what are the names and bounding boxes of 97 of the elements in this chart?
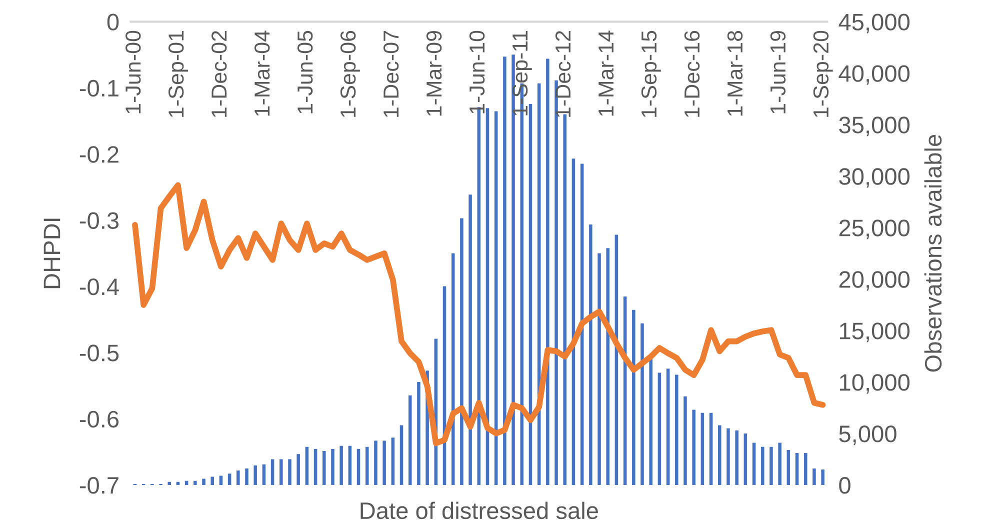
bar [786, 450, 790, 485]
bar [219, 476, 223, 485]
bar [709, 412, 713, 485]
bar [236, 470, 240, 485]
y2-tick-label: 5,000 [839, 426, 896, 446]
y-tick-label: 0 [107, 14, 119, 30]
bar [210, 476, 214, 485]
bar [408, 395, 412, 485]
y-tick-label: -0.6 [80, 410, 119, 428]
bar [228, 474, 232, 485]
bar [314, 448, 318, 485]
bar [684, 396, 687, 485]
bar [331, 448, 334, 485]
y2-tick-label: 15,000 [840, 322, 910, 342]
bar [658, 372, 662, 485]
y2-tick-label: 45,000 [838, 14, 910, 34]
x-tick-label: 1-Dec-12 [555, 31, 571, 117]
y-tick-label: -0.2 [80, 146, 118, 163]
bar [400, 425, 404, 485]
bar [546, 58, 550, 485]
x-tick-label: 1-Jun-19 [770, 30, 786, 114]
y2-tick-label: 20,000 [839, 271, 910, 291]
y-tick-label: -0.1 [80, 80, 118, 97]
x-tick-label: 1-Sep-11 [512, 31, 532, 116]
bar [340, 446, 343, 485]
bar [726, 428, 730, 485]
bar [812, 468, 816, 485]
x-tick-label: 1-Sep-06 [340, 30, 360, 117]
bar [589, 224, 592, 485]
x-tick-label: 1-Jun-10 [469, 30, 485, 114]
bar [391, 438, 395, 485]
bar [675, 374, 678, 485]
bar [692, 410, 696, 485]
bar [821, 470, 824, 485]
bar [356, 448, 360, 485]
x-tick-label: 1-Sep-20 [813, 30, 833, 117]
bar [700, 412, 704, 485]
y2-tick-label: 0 [839, 477, 850, 494]
bar [202, 478, 206, 485]
y2-tick-label: 40,000 [838, 65, 910, 85]
y-tick-label: -0.7 [80, 477, 118, 494]
x-tick-label: 1-Dec-07 [383, 31, 399, 117]
y-tick-label: -0.5 [80, 344, 119, 362]
bar [417, 382, 420, 485]
y-tick-label: -0.4 [80, 278, 119, 296]
y2-axis-title: Observations available [924, 134, 942, 372]
bar [254, 465, 257, 485]
x-tick-label: 1-Sep-01 [168, 31, 188, 117]
bar [718, 425, 722, 485]
bar [270, 459, 274, 485]
bar [262, 464, 266, 485]
bar [245, 468, 248, 485]
x-tick-label: 1-Dec-16 [684, 30, 700, 117]
bar [176, 482, 180, 485]
x-tick-label: 1-Mar-14 [598, 30, 614, 116]
y2-tick-label: 10,000 [840, 374, 910, 394]
bar [296, 454, 300, 485]
x-tick-label: 1-Mar-09 [426, 30, 442, 116]
x-tick-label: 1-Sep-15 [641, 30, 661, 117]
bar [503, 56, 506, 485]
x-tick-label: 1-Mar-04 [254, 30, 270, 116]
x-axis-title: Date of distressed sale [360, 502, 598, 520]
bar [365, 446, 369, 485]
bar [606, 248, 610, 485]
bar [778, 442, 782, 485]
bar [468, 194, 472, 485]
bar [666, 368, 670, 485]
x-tick-label: 1-Mar-18 [727, 30, 743, 116]
bar [322, 450, 326, 485]
x-tick-label: 1-Jun-00 [126, 30, 141, 114]
bar [735, 430, 738, 485]
bar [288, 459, 292, 485]
bar [752, 442, 756, 485]
x-tick-label: 1-Dec-02 [211, 31, 227, 117]
bar [460, 218, 464, 485]
bar [598, 253, 601, 485]
y2-tick-label: 25,000 [839, 220, 910, 240]
bar [194, 480, 197, 485]
bar [640, 323, 644, 485]
y-axis-title: DHPDI [44, 218, 60, 288]
y-tick-label: -0.3 [80, 212, 119, 229]
bar [494, 111, 498, 485]
bar [770, 446, 773, 485]
bar [744, 433, 748, 485]
bar [804, 453, 808, 485]
bar [760, 446, 764, 485]
bar [374, 440, 378, 485]
bar [632, 310, 636, 485]
bar [280, 459, 283, 485]
bar [795, 453, 799, 485]
y2-tick-label: 30,000 [839, 168, 910, 188]
bar [168, 482, 172, 485]
bar [382, 440, 386, 485]
x-tick-label: 1-Jun-05 [297, 30, 313, 114]
bar [305, 446, 309, 485]
bar [348, 446, 352, 485]
y2-tick-label: 35,000 [839, 116, 910, 136]
